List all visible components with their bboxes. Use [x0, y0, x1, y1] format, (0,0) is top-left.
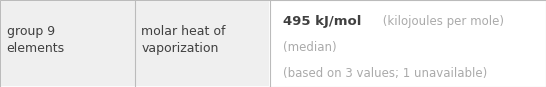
Text: (based on 3 values; 1 unavailable): (based on 3 values; 1 unavailable) — [283, 67, 488, 80]
FancyBboxPatch shape — [1, 1, 269, 86]
Text: (median): (median) — [283, 41, 337, 54]
Text: 495 kJ/mol: 495 kJ/mol — [283, 15, 362, 28]
Text: group 9
elements: group 9 elements — [7, 25, 64, 55]
Text: molar heat of
vaporization: molar heat of vaporization — [141, 25, 226, 55]
Text: (kilojoules per mole): (kilojoules per mole) — [379, 15, 504, 28]
